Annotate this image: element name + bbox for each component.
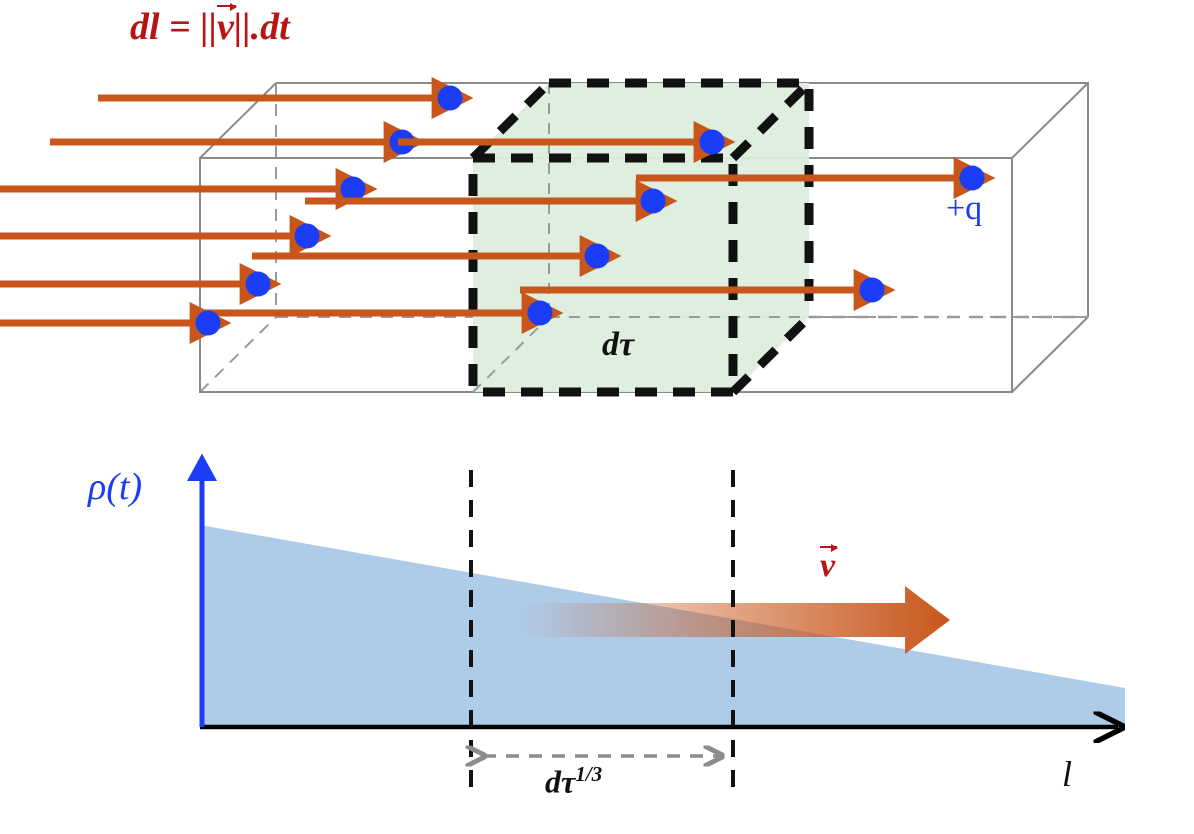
velocity-v-letter: v: [820, 547, 836, 584]
formula-dl: dl = || v||.dt: [130, 2, 290, 48]
box-edge-tr: [1011, 82, 1089, 159]
box-edge-br: [1011, 316, 1089, 393]
chart-axes: [187, 453, 1118, 727]
box-edge-tl: [199, 82, 277, 159]
charge-dot: [340, 176, 366, 202]
charge-dot: [859, 277, 885, 303]
charge-dot: [527, 300, 553, 326]
vector-arrow-overline-icon: [820, 544, 839, 553]
dtau-volume-label: dτ: [602, 326, 635, 363]
x-axis-label: l: [1062, 754, 1073, 794]
velocity-vector-glyph: v: [820, 544, 839, 584]
dtau-cube-right-face: [733, 83, 809, 392]
formula-v-letter: v: [216, 6, 234, 48]
dtau-side-exponent: 1/3: [575, 762, 603, 786]
charge-dot: [245, 271, 271, 297]
dtau-side-base: dτ: [545, 763, 576, 800]
charge-label-plus-q: +q: [946, 190, 983, 227]
charge-dot: [640, 188, 666, 214]
charge-dot: [584, 243, 610, 269]
charge-dot: [959, 165, 985, 191]
chart-boundary-markers: [469, 470, 735, 800]
charge-flow-group: [0, 77, 996, 344]
vector-arrow-overline-icon: [216, 2, 237, 11]
charge-dot: [294, 223, 320, 249]
formula-rhs: ||.dt: [233, 6, 290, 48]
charge-dot: [699, 129, 725, 155]
dtau-cube: [468, 78, 814, 397]
density-axis-label: ρ(t): [88, 466, 143, 508]
dtau-side-length-label: dτ1/3: [545, 762, 603, 800]
charge-dot: [195, 310, 221, 336]
formula-lhs: dl = ||: [130, 6, 217, 48]
formula-velocity-vector: v: [216, 2, 237, 48]
velocity-vector-label: v: [820, 544, 839, 584]
charge-dot: [437, 85, 463, 111]
